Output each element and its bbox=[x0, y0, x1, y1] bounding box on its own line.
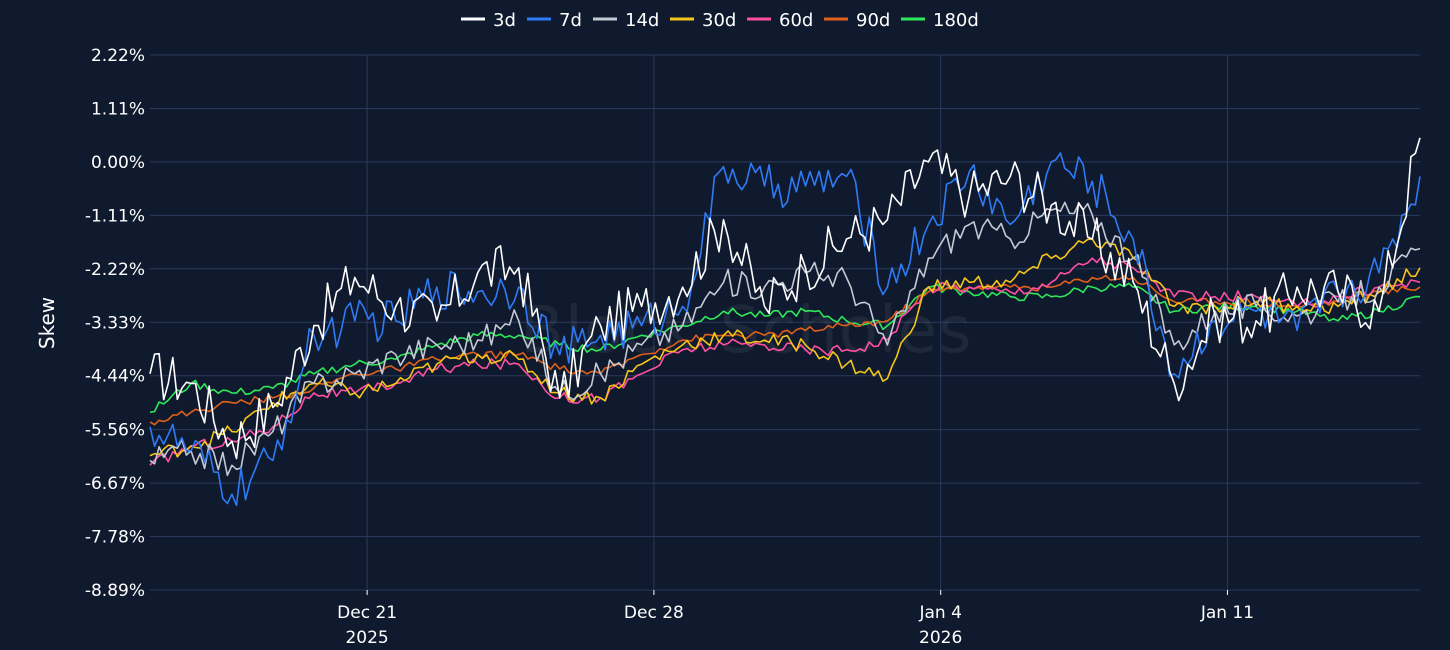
legend-label-3d[interactable]: 3d bbox=[493, 10, 516, 31]
series-line-7d bbox=[149, 152, 1421, 507]
series-line-30d bbox=[149, 238, 1421, 458]
legend-label-180d[interactable]: 180d bbox=[933, 10, 979, 31]
x-tick-label: Jan 11 bbox=[1200, 603, 1254, 623]
x-tick-label: Jan 4 bbox=[918, 603, 961, 623]
y-tick-label: -2.22% bbox=[85, 260, 145, 280]
y-axis: 2.22% 1.11% 0.00% -1.11% -2.22% -3.33% -4.44% -… bbox=[85, 46, 145, 601]
y-tick-label: 1.11% bbox=[91, 99, 145, 119]
x-tick-label: Dec 21 bbox=[337, 603, 397, 623]
y-tick-label: -4.44% bbox=[85, 367, 145, 387]
y-tick-label: -5.56% bbox=[85, 421, 145, 441]
legend-label-14d[interactable]: 14d bbox=[625, 10, 659, 31]
y-tick-label: 2.22% bbox=[91, 46, 145, 66]
x-tick-year-label: 2025 bbox=[345, 628, 388, 648]
legend-label-60d[interactable]: 60d bbox=[779, 10, 813, 31]
y-tick-label: -1.11% bbox=[85, 206, 145, 226]
y-tick-label: 0.00% bbox=[91, 153, 145, 173]
series-line-3d bbox=[149, 137, 1421, 460]
legend-label-90d[interactable]: 90d bbox=[856, 10, 890, 31]
y-tick-label: -7.78% bbox=[85, 528, 145, 548]
x-axis: Dec 21 2025 Dec 28 Jan 4 2026 Jan 11 bbox=[337, 590, 1254, 648]
legend-label-30d[interactable]: 30d bbox=[702, 10, 736, 31]
x-tick-year-label: 2026 bbox=[919, 628, 962, 648]
legend: 3d 7d 14d 30d 60d 90d 180d bbox=[461, 10, 979, 31]
y-axis-title: Skew bbox=[35, 297, 59, 349]
y-tick-label: -6.67% bbox=[85, 474, 145, 494]
y-tick-label: -8.89% bbox=[85, 581, 145, 601]
y-tick-label: -3.33% bbox=[85, 313, 145, 333]
series-layer bbox=[149, 137, 1421, 507]
legend-label-7d[interactable]: 7d bbox=[559, 10, 582, 31]
series-line-60d bbox=[149, 256, 1421, 466]
x-tick-label: Dec 28 bbox=[624, 603, 684, 623]
